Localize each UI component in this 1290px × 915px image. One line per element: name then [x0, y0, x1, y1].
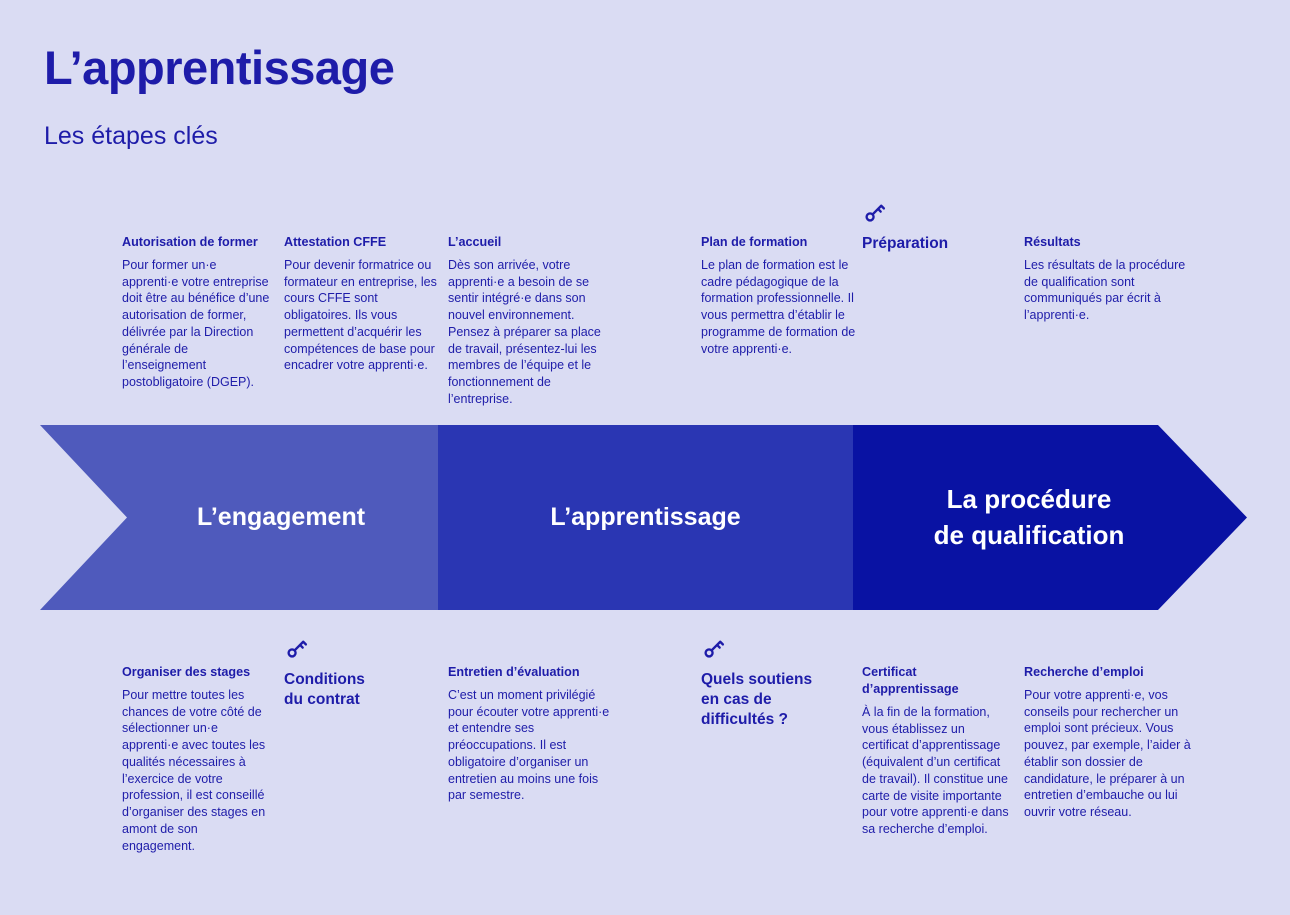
step-certificat-apprentissage: Certificat d’apprentissage À la fin de l… [862, 664, 1014, 838]
step-title: Quels soutiens en cas de difficultés ? [701, 671, 813, 728]
step-title: Conditions du contrat [284, 671, 365, 708]
step-body: Le plan de formation est le cadre pédago… [701, 257, 856, 356]
key-icon [284, 634, 311, 661]
step-body: Pour devenir formatrice ou formateur en … [284, 257, 437, 373]
phase-apprentissage: L’apprentissage [438, 425, 853, 610]
step-body: Pour mettre toutes les chances de votre … [122, 687, 266, 853]
step-recherche-emploi: Recherche d’emploi Pour votre apprenti·e… [1024, 664, 1192, 821]
step-body: Pour votre apprenti·e, vos conseils pour… [1024, 687, 1191, 820]
step-title: Recherche d’emploi [1024, 665, 1144, 679]
key-icon [701, 634, 728, 661]
page-subtitle: Les étapes clés [44, 122, 218, 150]
phase-qualification: La procédure de qualification [853, 425, 1247, 610]
step-organiser-des-stages: Organiser des stages Pour mettre toutes … [122, 664, 274, 854]
process-arrow: L’engagement L’apprentissage La procédur… [40, 425, 1247, 610]
step-title: Autorisation de former [122, 235, 258, 249]
step-plan-de-formation: Plan de formation Le plan de formation e… [701, 234, 861, 357]
step-body: Pour former un·e apprenti·e votre entrep… [122, 257, 270, 390]
step-accueil: L’accueil Dès son arrivée, votre apprent… [448, 234, 610, 408]
step-conditions-du-contrat: Conditions du contrat [284, 634, 442, 716]
step-title: Organiser des stages [122, 665, 251, 679]
step-title: L’accueil [448, 235, 502, 249]
step-autorisation-de-former: Autorisation de former Pour former un·e … [122, 234, 274, 391]
page-title: L’apprentissage [44, 41, 395, 94]
step-attestation-cffe: Attestation CFFE Pour devenir formatrice… [284, 234, 442, 374]
step-body: Les résultats de la procédure de qualifi… [1024, 257, 1186, 323]
step-title: Entretien d’évaluation [448, 665, 580, 679]
step-title: Résultats [1024, 235, 1081, 249]
phase-engagement: L’engagement [40, 425, 438, 610]
step-resultats: Résultats Les résultats de la procédure … [1024, 234, 1192, 324]
step-title: Certificat d’apprentissage [862, 665, 959, 696]
step-title: Préparation [862, 235, 949, 252]
key-icon [862, 198, 889, 225]
step-body: Dès son arrivée, votre apprenti·e a beso… [448, 257, 601, 406]
step-title: Plan de formation [701, 235, 808, 249]
step-entretien-evaluation: Entretien d’évaluation C’est un moment p… [448, 664, 610, 804]
step-body: C’est un moment privilégié pour écouter … [448, 687, 610, 803]
step-soutiens-difficultes: Quels soutiens en cas de difficultés ? [701, 634, 861, 735]
step-preparation: Préparation [862, 198, 1014, 260]
step-title: Attestation CFFE [284, 235, 387, 249]
step-body: À la fin de la formation, vous établisse… [862, 704, 1009, 836]
